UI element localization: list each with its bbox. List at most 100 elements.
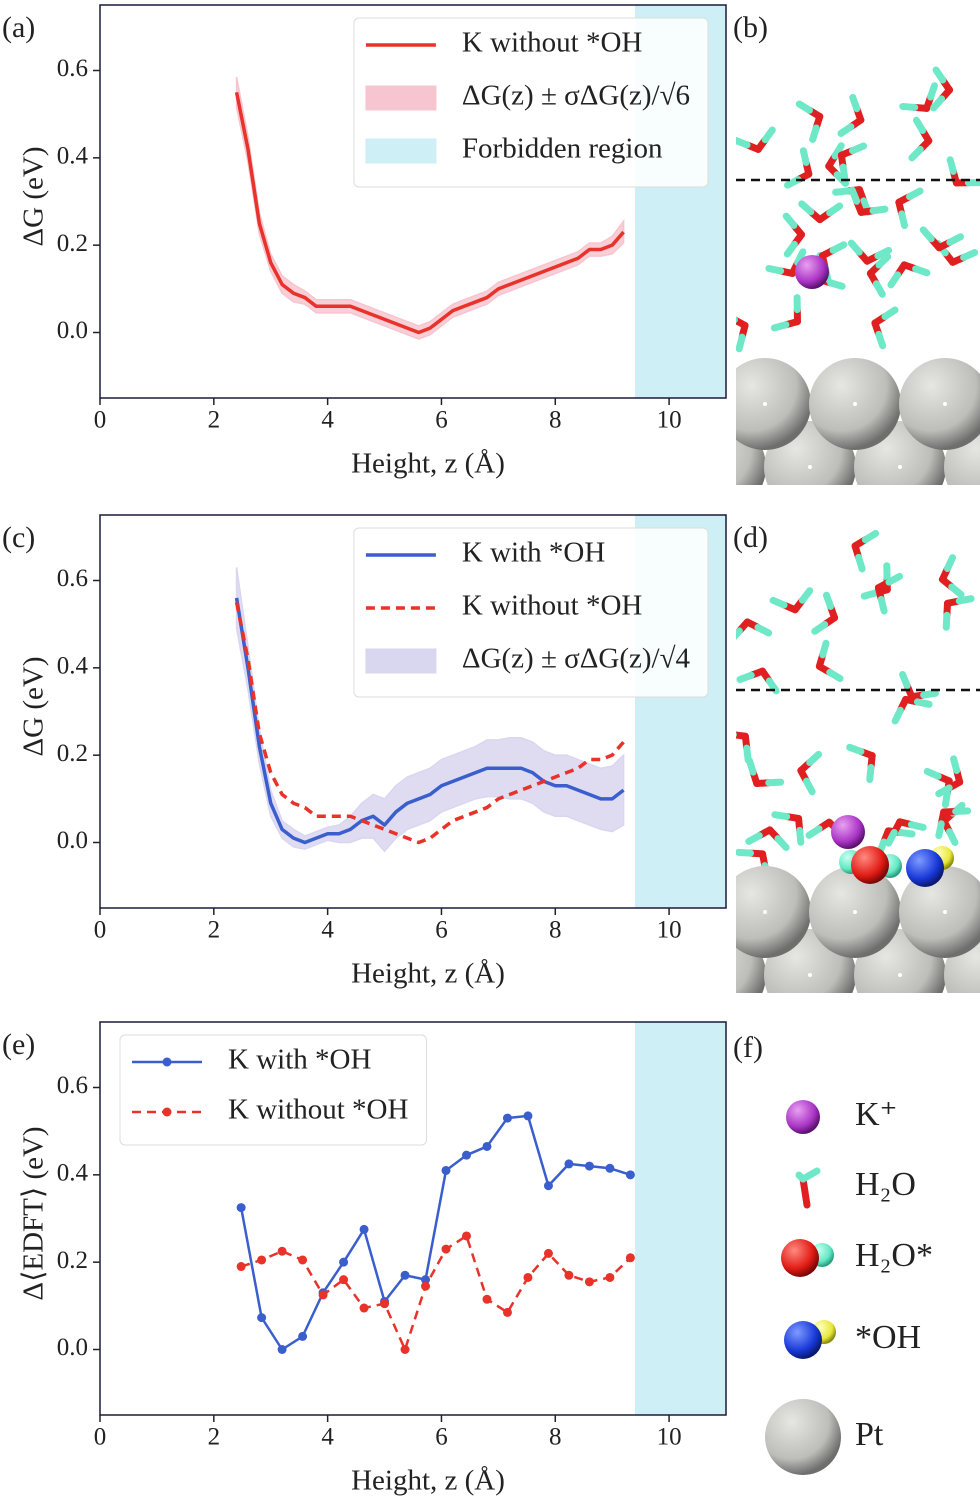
data-point	[359, 1303, 369, 1313]
data-point	[400, 1345, 410, 1354]
bond	[803, 777, 816, 796]
data-point	[461, 1150, 471, 1160]
bond	[875, 253, 892, 269]
bond	[848, 142, 868, 155]
legend-marker	[162, 1107, 172, 1117]
panel-label: (b)	[733, 11, 768, 44]
x-tick-label: 8	[549, 917, 562, 944]
bond	[799, 147, 810, 166]
x-tick-label: 10	[657, 1424, 682, 1451]
bond	[832, 187, 852, 196]
bond	[919, 226, 935, 243]
x-tick-label: 4	[321, 917, 334, 944]
bond	[794, 248, 807, 267]
plot-frame	[99, 514, 727, 909]
data-point	[441, 1244, 451, 1254]
y-tick-label: 0.0	[57, 317, 88, 344]
data-point	[441, 1165, 451, 1175]
key-label: *OH	[855, 1319, 921, 1356]
x-tick-label: 4	[321, 407, 334, 434]
bond	[765, 264, 785, 275]
atom	[795, 255, 829, 289]
data-point	[257, 1255, 267, 1265]
bond	[899, 671, 911, 690]
bond	[885, 572, 904, 586]
y-axis-title: ΔG (eV)	[18, 147, 50, 247]
y-tick-label: 0.6	[57, 1072, 88, 1099]
data-point	[421, 1281, 431, 1291]
data-point	[482, 1294, 492, 1304]
bond	[935, 820, 945, 840]
highlight	[898, 973, 902, 977]
data-point	[421, 1275, 431, 1285]
x-tick-label: 4	[321, 1424, 334, 1451]
data-point	[625, 1170, 635, 1180]
data-point	[625, 1253, 635, 1263]
bond	[849, 93, 861, 113]
legend-swatch	[365, 648, 437, 674]
data-point	[523, 1272, 533, 1282]
chart: 0 2 4 6 8 10 0.0 0.2 0.4 0.6 Height, z (Å) ΔG (eV) (…	[2, 514, 727, 990]
data-point	[584, 1161, 594, 1171]
bond	[736, 671, 755, 683]
bond	[826, 668, 844, 682]
atom	[784, 1321, 822, 1359]
data-point	[277, 1246, 287, 1256]
legend: K with *OH K without *OH ΔG(z) ± σΔG(z)/√4	[353, 527, 709, 698]
legend: K without *OH ΔG(z) ± σΔG(z)/√6 Forbidden …	[353, 17, 709, 188]
snapshot-b	[736, 66, 980, 485]
bond	[923, 767, 942, 780]
bond	[855, 553, 866, 573]
data-point	[236, 1203, 246, 1213]
error-band	[235, 76, 625, 340]
legend: K with *OH K without *OH	[119, 1034, 427, 1146]
x-axis-title: Height, z (Å)	[351, 1465, 505, 1497]
y-tick-label: 0.4	[57, 653, 89, 680]
bond	[822, 591, 835, 610]
y-tick-label: 0.2	[57, 1247, 88, 1274]
data-point	[339, 1275, 349, 1285]
highlight	[808, 973, 812, 977]
atom	[851, 846, 889, 884]
plot-frame	[99, 1021, 727, 1416]
data-point	[380, 1299, 390, 1309]
bond	[896, 828, 916, 838]
highlight	[943, 910, 947, 914]
bond	[846, 743, 865, 755]
bond	[796, 826, 805, 846]
x-tick-label: 0	[94, 407, 107, 434]
atom	[899, 866, 980, 958]
bond	[920, 689, 940, 699]
bond	[809, 124, 820, 143]
bond	[908, 145, 924, 162]
snapshot-d	[736, 529, 980, 993]
series-line	[239, 1114, 631, 1351]
data-point	[461, 1231, 471, 1241]
data-point	[605, 1163, 615, 1173]
x-tick-label: 8	[549, 1424, 562, 1451]
highlight	[808, 465, 812, 469]
bond	[837, 123, 855, 137]
bond	[745, 832, 763, 845]
bond	[736, 333, 746, 353]
chart: 0 2 4 6 8 10 0.0 0.2 0.4 0.6 Height, z (Å) Δ⟨EDFT⟩ …	[2, 1021, 727, 1497]
bond	[899, 102, 919, 111]
series-line	[240, 1234, 632, 1351]
bond	[885, 828, 898, 847]
bond	[771, 811, 791, 821]
chart: 0 2 4 6 8 10 0.0 0.2 0.4 0.6 Height, z (Å) ΔG (eV) (…	[2, 4, 727, 480]
bond	[769, 596, 788, 609]
y-axis-title: ΔG (eV)	[18, 657, 50, 757]
bond	[898, 210, 909, 230]
bond	[795, 1171, 807, 1183]
bond	[948, 583, 965, 599]
bond	[811, 621, 829, 635]
data-point	[584, 1277, 594, 1287]
data-point	[236, 1262, 246, 1272]
x-axis-title: Height, z (Å)	[351, 448, 505, 480]
bond	[877, 595, 888, 615]
legend-label: ΔG(z) ± σΔG(z)/√6	[462, 80, 690, 112]
bond	[935, 784, 953, 798]
x-tick-label: 2	[208, 917, 221, 944]
bond	[829, 241, 848, 254]
